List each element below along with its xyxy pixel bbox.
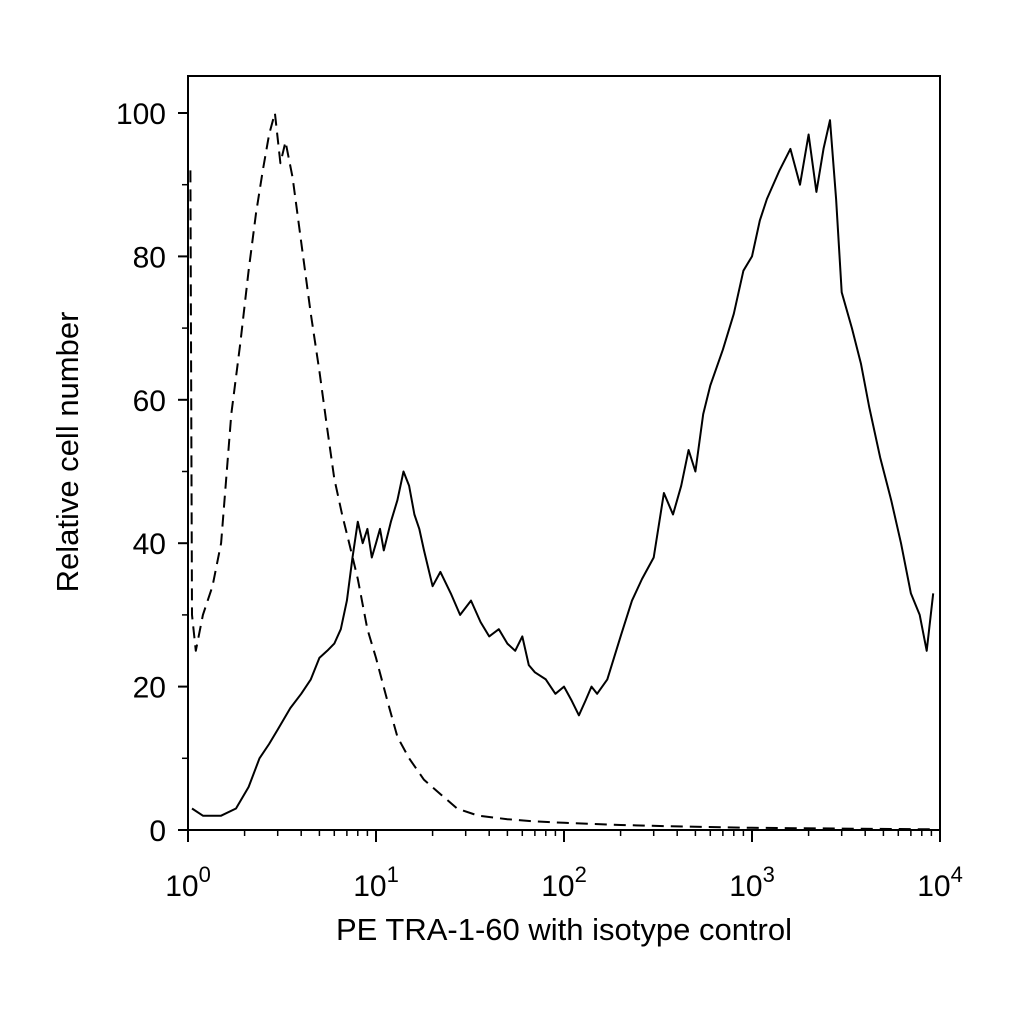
x-tick-label: 100 <box>165 862 211 903</box>
y-axis-label: Relative cell number <box>50 312 85 593</box>
isotype-control-line <box>189 112 932 831</box>
y-tick-label: 60 <box>133 385 166 418</box>
tick-marks <box>178 112 941 842</box>
tra-1-60-line <box>191 119 935 817</box>
tick-labels: 0 20 40 60 80 100 100 101 102 103 104 <box>116 98 963 903</box>
y-tick-label: 0 <box>149 815 166 848</box>
y-tick-label: 80 <box>133 241 166 274</box>
x-tick-label: 103 <box>729 862 775 903</box>
x-tick-label: 101 <box>353 862 399 903</box>
x-tick-label: 104 <box>917 862 963 903</box>
x-tick-label: 102 <box>541 862 587 903</box>
y-tick-label: 40 <box>133 528 166 561</box>
y-tick-label: 100 <box>116 98 166 131</box>
x-axis-label: PE TRA-1-60 with isotype control <box>336 912 792 947</box>
y-tick-label: 20 <box>133 672 166 705</box>
series-lines <box>189 112 935 831</box>
